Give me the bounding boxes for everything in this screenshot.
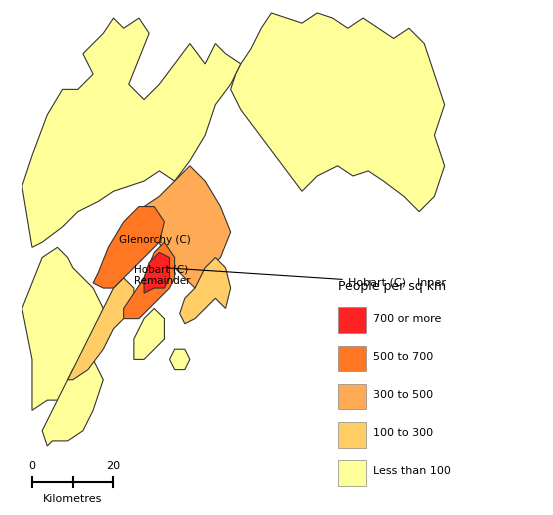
Text: Glenorchy (C): Glenorchy (C) [118,235,190,245]
Polygon shape [231,13,445,212]
Text: Hobart (C) - Inner: Hobart (C) - Inner [167,268,446,288]
Text: People per sq km: People per sq km [338,280,446,293]
Polygon shape [144,252,170,293]
Text: Kilometres: Kilometres [43,494,102,504]
Polygon shape [42,359,103,446]
FancyBboxPatch shape [338,307,366,333]
Text: Less than 100: Less than 100 [373,467,451,476]
Polygon shape [170,349,190,370]
FancyBboxPatch shape [338,460,366,486]
Polygon shape [22,18,241,247]
Polygon shape [22,247,103,410]
Polygon shape [180,258,231,324]
Text: 700 or more: 700 or more [373,314,442,323]
Polygon shape [124,242,175,319]
Text: 0: 0 [28,461,35,471]
Polygon shape [93,207,164,288]
Text: 20: 20 [106,461,121,471]
Polygon shape [134,308,164,359]
Polygon shape [144,166,231,288]
FancyBboxPatch shape [338,422,366,448]
Text: 500 to 700: 500 to 700 [373,352,434,362]
Polygon shape [67,278,134,380]
Text: 300 to 500: 300 to 500 [373,390,434,400]
Text: Hobart (C)
Remainder: Hobart (C) Remainder [134,265,190,286]
FancyBboxPatch shape [338,384,366,409]
Text: 100 to 300: 100 to 300 [373,428,434,438]
FancyBboxPatch shape [338,346,366,371]
